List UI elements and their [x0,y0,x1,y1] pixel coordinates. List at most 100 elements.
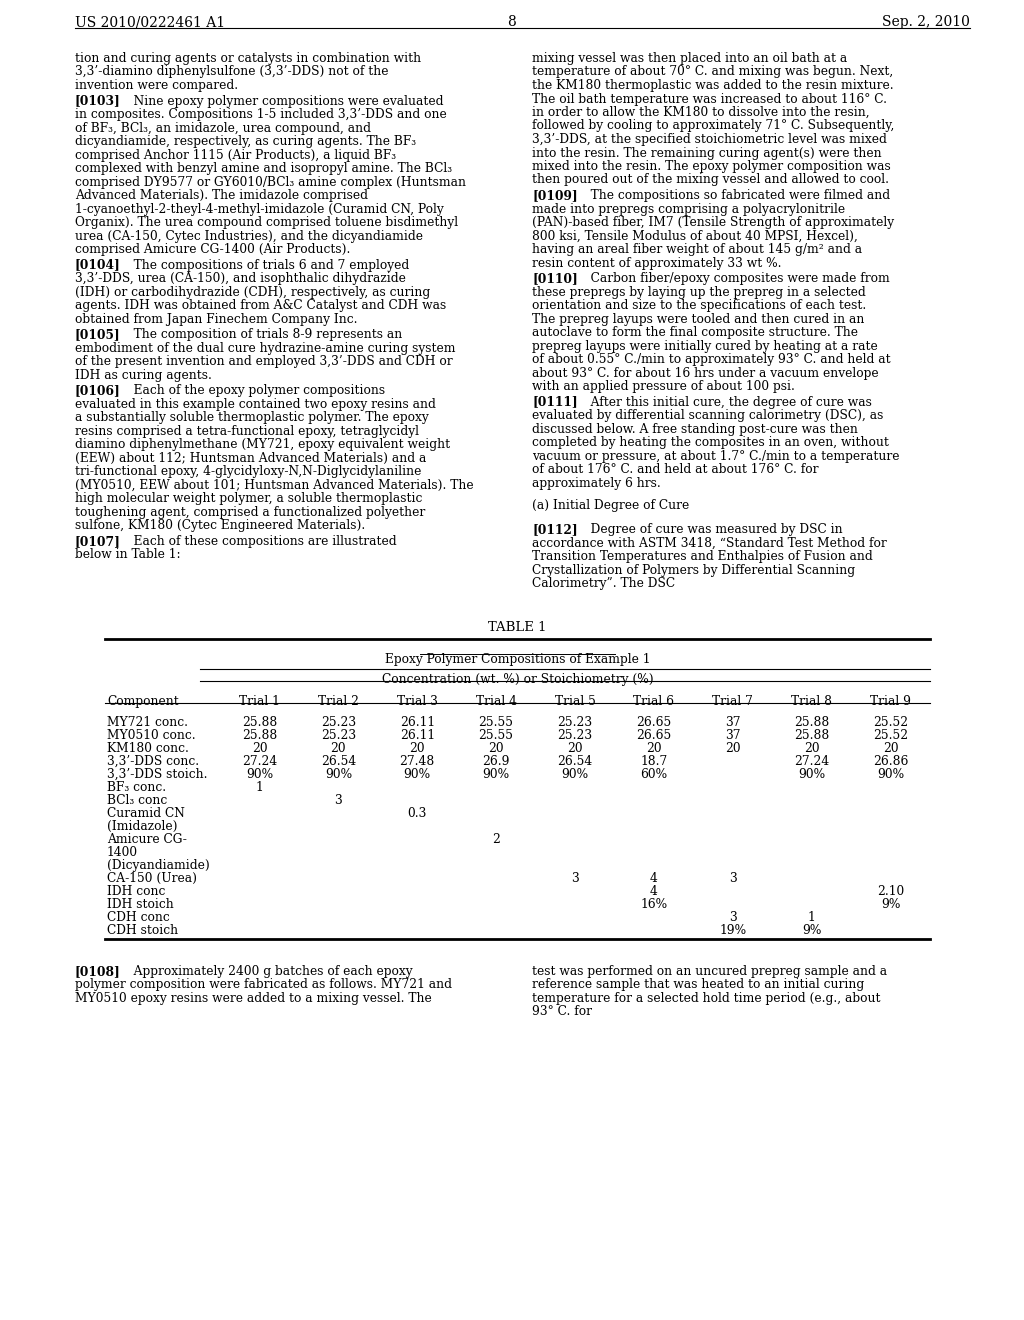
Text: in composites. Compositions 1-5 included 3,3’-DDS and one: in composites. Compositions 1-5 included… [75,108,446,121]
Text: [0105]: [0105] [75,329,121,341]
Text: 3,3’-DDS conc.: 3,3’-DDS conc. [106,755,199,768]
Text: 0.3: 0.3 [408,807,427,820]
Text: 90%: 90% [561,768,589,780]
Text: Sep. 2, 2010: Sep. 2, 2010 [882,15,970,29]
Text: [0112]: [0112] [532,523,578,536]
Text: of about 0.55° C./min to approximately 93° C. and held at: of about 0.55° C./min to approximately 9… [532,352,891,366]
Text: 1-cyanoethyl-2-theyl-4-methyl-imidazole (Curamid CN, Poly: 1-cyanoethyl-2-theyl-4-methyl-imidazole … [75,202,443,215]
Text: 20: 20 [646,742,662,755]
Text: 25.88: 25.88 [242,729,278,742]
Text: 25.88: 25.88 [242,715,278,729]
Text: temperature for a selected hold time period (e.g., about: temperature for a selected hold time per… [532,991,881,1005]
Text: 37: 37 [725,729,740,742]
Text: [0106]: [0106] [75,384,121,397]
Text: 26.65: 26.65 [636,715,672,729]
Text: The compositions of trials 6 and 7 employed: The compositions of trials 6 and 7 emplo… [122,259,410,272]
Text: 3: 3 [729,871,736,884]
Text: orientation and size to the specifications of each test.: orientation and size to the specificatio… [532,300,866,312]
Text: 37: 37 [725,715,740,729]
Text: Approximately 2400 g batches of each epoxy: Approximately 2400 g batches of each epo… [122,965,413,978]
Text: 20: 20 [252,742,267,755]
Text: 27.48: 27.48 [399,755,435,768]
Text: (a) Initial Degree of Cure: (a) Initial Degree of Cure [532,499,689,512]
Text: 60%: 60% [640,768,668,780]
Text: 26.54: 26.54 [557,755,593,768]
Text: followed by cooling to approximately 71° C. Subsequently,: followed by cooling to approximately 71°… [532,120,894,132]
Text: sulfone, KM180 (Cytec Engineered Materials).: sulfone, KM180 (Cytec Engineered Materia… [75,519,366,532]
Text: Nine epoxy polymer compositions were evaluated: Nine epoxy polymer compositions were eva… [122,95,443,107]
Text: The composition of trials 8-9 represents an: The composition of trials 8-9 represents… [122,329,402,341]
Text: comprised DY9577 or GY6010/BCl₃ amine complex (Huntsman: comprised DY9577 or GY6010/BCl₃ amine co… [75,176,466,189]
Text: 25.23: 25.23 [321,715,356,729]
Text: (EEW) about 112; Huntsman Advanced Materials) and a: (EEW) about 112; Huntsman Advanced Mater… [75,451,426,465]
Text: in order to allow the KM180 to dissolve into the resin,: in order to allow the KM180 to dissolve … [532,106,869,119]
Text: [0110]: [0110] [532,272,578,285]
Text: 25.23: 25.23 [557,715,593,729]
Text: IDH conc: IDH conc [106,884,165,898]
Text: resin content of approximately 33 wt %.: resin content of approximately 33 wt %. [532,256,781,269]
Text: 3,3’-DDS stoich.: 3,3’-DDS stoich. [106,768,208,780]
Text: dicyandiamide, respectively, as curing agents. The BF₃: dicyandiamide, respectively, as curing a… [75,135,416,148]
Text: 9%: 9% [802,924,821,937]
Text: 25.23: 25.23 [557,729,593,742]
Text: 25.88: 25.88 [794,729,829,742]
Text: approximately 6 hrs.: approximately 6 hrs. [532,477,660,490]
Text: 90%: 90% [325,768,352,780]
Text: 20: 20 [331,742,346,755]
Text: 27.24: 27.24 [242,755,278,768]
Text: [0107]: [0107] [75,535,121,548]
Text: 800 ksi, Tensile Modulus of about 40 MPSI, Hexcel),: 800 ksi, Tensile Modulus of about 40 MPS… [532,230,858,243]
Text: [0108]: [0108] [75,965,121,978]
Text: 3: 3 [335,793,342,807]
Text: MY0510 epoxy resins were added to a mixing vessel. The: MY0510 epoxy resins were added to a mixi… [75,991,432,1005]
Text: [0109]: [0109] [532,189,578,202]
Text: completed by heating the composites in an oven, without: completed by heating the composites in a… [532,436,889,449]
Text: Trial 6: Trial 6 [634,694,675,708]
Text: of the present invention and employed 3,3’-DDS and CDH or: of the present invention and employed 3,… [75,355,453,368]
Text: 27.24: 27.24 [794,755,829,768]
Text: Transition Temperatures and Enthalpies of Fusion and: Transition Temperatures and Enthalpies o… [532,550,872,564]
Text: test was performed on an uncured prepreg sample and a: test was performed on an uncured prepreg… [532,965,887,978]
Text: Carbon fiber/epoxy composites were made from: Carbon fiber/epoxy composites were made … [580,272,890,285]
Text: evaluated in this example contained two epoxy resins and: evaluated in this example contained two … [75,397,436,411]
Text: After this initial cure, the degree of cure was: After this initial cure, the degree of c… [580,396,872,409]
Text: 1400: 1400 [106,846,138,859]
Text: 25.23: 25.23 [321,729,356,742]
Text: of about 176° C. and held at about 176° C. for: of about 176° C. and held at about 176° … [532,463,818,477]
Text: a substantially soluble thermoplastic polymer. The epoxy: a substantially soluble thermoplastic po… [75,411,429,424]
Text: 26.11: 26.11 [399,729,435,742]
Text: 90%: 90% [246,768,273,780]
Text: CDH conc: CDH conc [106,911,170,924]
Text: Trial 8: Trial 8 [792,694,833,708]
Text: vacuum or pressure, at about 1.7° C./min to a temperature: vacuum or pressure, at about 1.7° C./min… [532,450,899,462]
Text: US 2010/0222461 A1: US 2010/0222461 A1 [75,15,225,29]
Text: into the resin. The remaining curing agent(s) were then: into the resin. The remaining curing age… [532,147,882,160]
Text: mixed into the resin. The epoxy polymer composition was: mixed into the resin. The epoxy polymer … [532,160,891,173]
Text: resins comprised a tetra-functional epoxy, tetraglycidyl: resins comprised a tetra-functional epox… [75,425,419,438]
Text: IDH as curing agents.: IDH as curing agents. [75,368,212,381]
Text: IDH stoich: IDH stoich [106,898,174,911]
Text: 25.52: 25.52 [873,715,908,729]
Text: Trial 1: Trial 1 [239,694,280,708]
Text: MY721 conc.: MY721 conc. [106,715,188,729]
Text: 8: 8 [508,15,516,29]
Text: 26.54: 26.54 [321,755,356,768]
Text: Trial 3: Trial 3 [396,694,437,708]
Text: 25.55: 25.55 [478,715,514,729]
Text: TABLE 1: TABLE 1 [488,620,547,634]
Text: Amicure CG-: Amicure CG- [106,833,186,846]
Text: accordance with ASTM 3418, “Standard Test Method for: accordance with ASTM 3418, “Standard Tes… [532,537,887,549]
Text: 1: 1 [808,911,815,924]
Text: comprised Amicure CG-1400 (Air Products).: comprised Amicure CG-1400 (Air Products)… [75,243,350,256]
Text: 3,3’-diamino diphenylsulfone (3,3’-DDS) not of the: 3,3’-diamino diphenylsulfone (3,3’-DDS) … [75,66,388,78]
Text: of BF₃, BCl₃, an imidazole, urea compound, and: of BF₃, BCl₃, an imidazole, urea compoun… [75,121,371,135]
Text: 25.88: 25.88 [794,715,829,729]
Text: 2: 2 [493,833,500,846]
Text: [0103]: [0103] [75,95,121,107]
Text: 3,3’-DDS, urea (CA-150), and isophthalic dihydrazide: 3,3’-DDS, urea (CA-150), and isophthalic… [75,272,406,285]
Text: 2.10: 2.10 [877,884,904,898]
Text: 26.86: 26.86 [872,755,908,768]
Text: toughening agent, comprised a functionalized polyether: toughening agent, comprised a functional… [75,506,425,519]
Text: 90%: 90% [798,768,825,780]
Text: Organix). The urea compound comprised toluene bisdimethyl: Organix). The urea compound comprised to… [75,216,458,230]
